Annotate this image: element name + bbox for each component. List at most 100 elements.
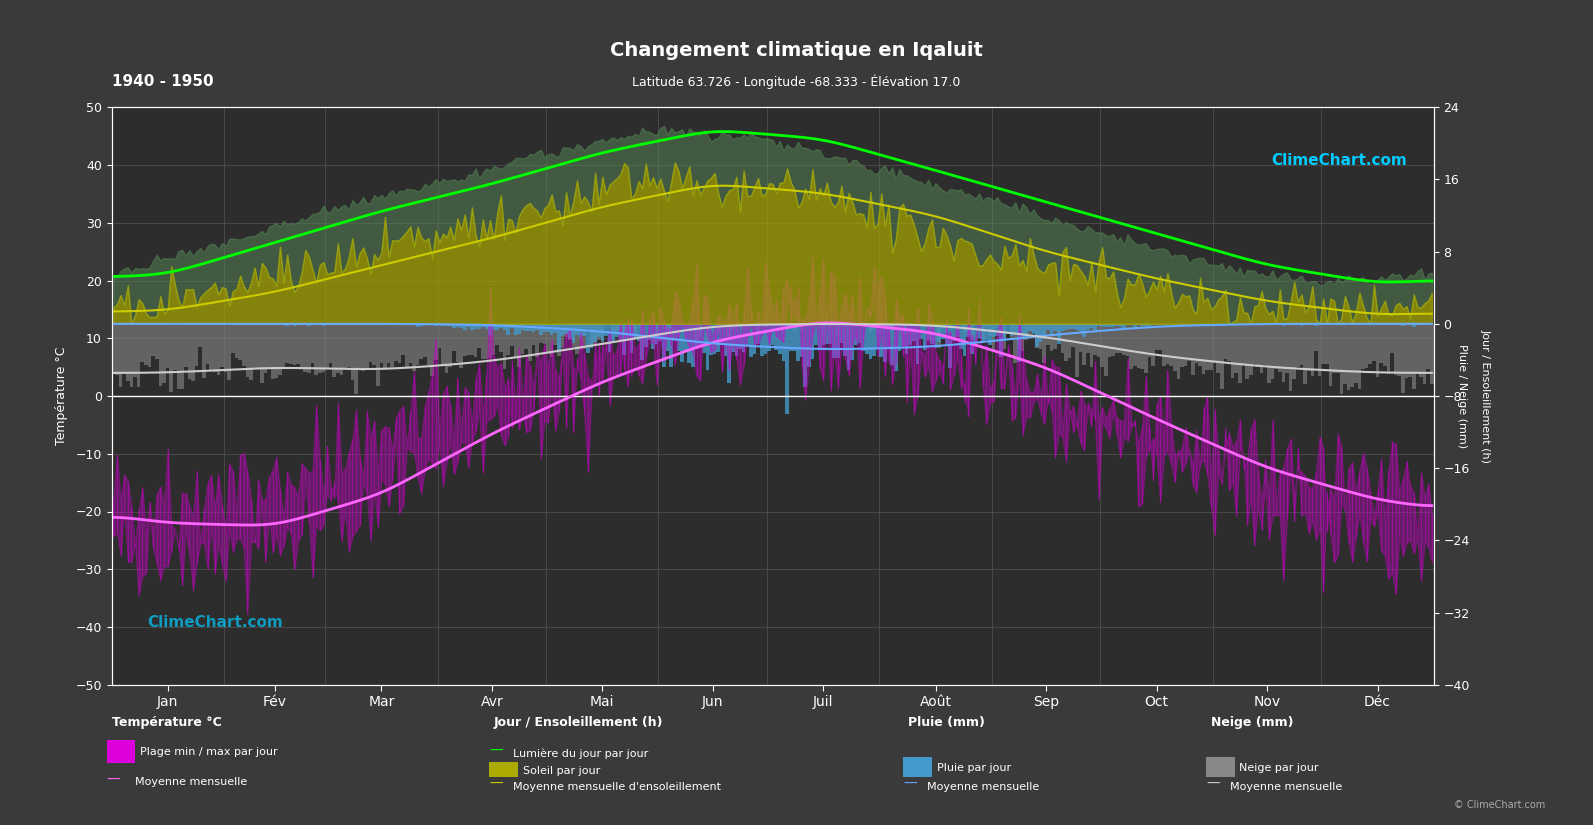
Bar bbox=[919, 323, 922, 326]
Bar bbox=[405, 323, 408, 325]
Bar bbox=[245, 323, 249, 377]
Bar bbox=[438, 323, 441, 348]
Bar bbox=[162, 323, 166, 384]
Bar bbox=[481, 323, 484, 327]
Bar bbox=[1187, 323, 1192, 361]
Bar bbox=[1278, 323, 1281, 325]
Bar bbox=[757, 323, 760, 333]
Bar bbox=[817, 323, 822, 350]
Bar bbox=[1257, 323, 1260, 367]
Bar bbox=[999, 323, 1002, 332]
Bar bbox=[495, 323, 499, 345]
Bar bbox=[1306, 323, 1311, 371]
Bar bbox=[282, 323, 285, 366]
Bar bbox=[256, 323, 260, 370]
Bar bbox=[927, 323, 930, 342]
Bar bbox=[183, 323, 188, 366]
Bar bbox=[416, 323, 419, 365]
Bar bbox=[586, 323, 589, 352]
Bar bbox=[1107, 323, 1112, 357]
Bar bbox=[1129, 323, 1133, 369]
Bar bbox=[746, 323, 749, 346]
Bar bbox=[728, 323, 731, 383]
Bar bbox=[749, 323, 752, 356]
Bar bbox=[1147, 323, 1152, 356]
Bar bbox=[1317, 323, 1322, 375]
Bar bbox=[123, 323, 126, 371]
Bar bbox=[441, 323, 444, 365]
Bar bbox=[499, 323, 503, 352]
Bar bbox=[1064, 323, 1067, 330]
Bar bbox=[217, 323, 220, 375]
Bar bbox=[416, 323, 419, 328]
Bar bbox=[1209, 323, 1212, 370]
Bar bbox=[992, 323, 996, 349]
Bar bbox=[572, 323, 575, 346]
Bar bbox=[1166, 323, 1169, 326]
Bar bbox=[731, 323, 734, 330]
Bar bbox=[159, 323, 162, 386]
Bar bbox=[1274, 323, 1278, 369]
Text: Soleil par jour: Soleil par jour bbox=[523, 766, 599, 775]
Bar bbox=[140, 323, 143, 325]
Bar bbox=[543, 323, 546, 344]
Text: Changement climatique en Iqaluit: Changement climatique en Iqaluit bbox=[610, 41, 983, 60]
Bar bbox=[529, 323, 532, 331]
Bar bbox=[847, 323, 851, 332]
Bar bbox=[663, 323, 666, 330]
Bar bbox=[833, 323, 836, 358]
Bar bbox=[927, 323, 930, 339]
Bar bbox=[632, 323, 637, 339]
Bar bbox=[691, 323, 695, 367]
Bar bbox=[481, 323, 484, 359]
Bar bbox=[1329, 323, 1332, 386]
Text: ClimeChart.com: ClimeChart.com bbox=[148, 615, 284, 630]
Bar bbox=[1300, 323, 1303, 365]
Bar bbox=[529, 323, 532, 361]
Bar bbox=[977, 323, 981, 338]
Bar bbox=[1292, 323, 1297, 379]
Bar bbox=[655, 323, 658, 344]
Bar bbox=[510, 323, 513, 328]
Bar bbox=[1061, 323, 1064, 353]
Bar bbox=[1383, 323, 1386, 366]
Bar bbox=[268, 323, 271, 368]
Bar bbox=[1223, 323, 1227, 360]
Bar bbox=[583, 323, 586, 336]
Bar bbox=[712, 323, 717, 354]
Bar bbox=[561, 323, 564, 347]
Text: —: — bbox=[903, 777, 918, 791]
Bar bbox=[1332, 323, 1337, 325]
Bar bbox=[1227, 323, 1231, 361]
Bar bbox=[1010, 323, 1013, 337]
Bar bbox=[876, 323, 879, 350]
Bar bbox=[800, 323, 803, 356]
Bar bbox=[464, 323, 467, 330]
Bar bbox=[999, 323, 1002, 356]
Bar bbox=[988, 323, 992, 336]
Bar bbox=[652, 323, 655, 325]
Bar bbox=[140, 323, 143, 361]
Bar bbox=[191, 323, 194, 381]
Bar bbox=[1090, 323, 1093, 366]
Bar bbox=[1161, 323, 1166, 365]
Bar bbox=[1155, 323, 1158, 325]
Bar bbox=[444, 323, 448, 326]
Bar bbox=[452, 323, 456, 328]
Bar bbox=[228, 323, 231, 325]
Bar bbox=[948, 323, 953, 329]
Bar bbox=[1322, 323, 1325, 364]
Bar bbox=[1061, 323, 1064, 331]
Bar bbox=[1137, 323, 1141, 369]
Bar bbox=[1340, 323, 1343, 325]
Bar bbox=[188, 323, 191, 379]
Bar bbox=[1346, 323, 1351, 389]
Bar bbox=[1281, 323, 1286, 326]
Bar bbox=[459, 323, 464, 328]
Bar bbox=[706, 323, 709, 344]
Bar bbox=[843, 323, 847, 356]
Bar bbox=[1311, 323, 1314, 376]
Bar bbox=[532, 323, 535, 345]
Bar bbox=[1021, 323, 1024, 337]
Bar bbox=[234, 323, 239, 358]
